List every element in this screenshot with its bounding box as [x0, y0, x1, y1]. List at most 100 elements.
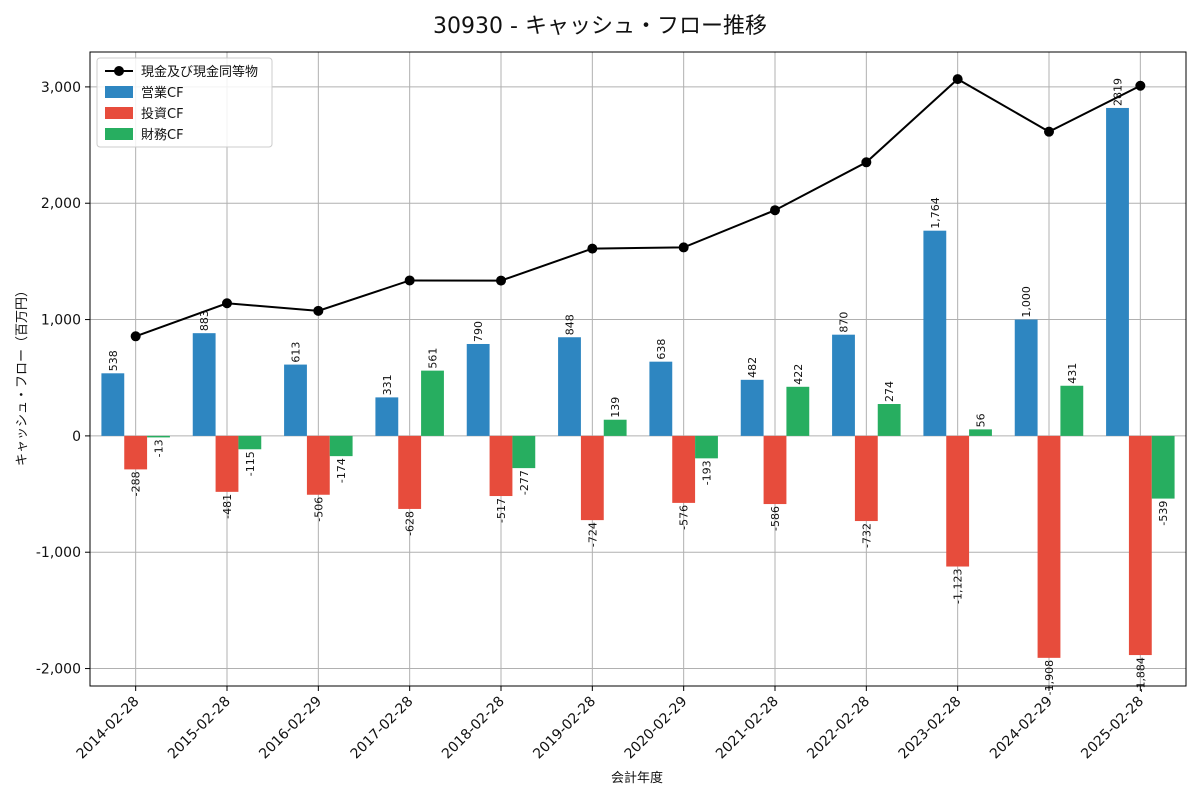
legend-bar-swatch	[105, 128, 133, 140]
cash-balance-point-2014-02-28	[130, 331, 141, 342]
bar-value-label: -586	[769, 506, 782, 531]
bar-value-label: -1,884	[1134, 657, 1147, 692]
bar-value-label: 613	[290, 342, 303, 363]
bar-投資CF-2021-02-28	[763, 435, 787, 505]
bar-財務CF-2023-02-28	[969, 429, 992, 436]
bar-value-label: 422	[792, 364, 805, 385]
bar-営業CF-2021-02-28	[740, 379, 764, 436]
cash-balance-point-2025-02-28	[1135, 80, 1146, 91]
legend-marker	[114, 66, 124, 76]
bar-value-label: 482	[746, 357, 759, 378]
x-axis-label: 会計年度	[611, 770, 663, 786]
cash-balance-point-2018-02-28	[496, 275, 506, 286]
bar-投資CF-2014-02-28	[124, 435, 148, 470]
bar-財務CF-2024-02-29	[1060, 385, 1084, 436]
x-tick-label: 2021-02-28	[713, 694, 782, 763]
bar-value-label: 848	[564, 314, 577, 335]
bar-value-label: 638	[655, 339, 668, 360]
bar-value-label: 561	[427, 348, 440, 369]
cash-balance-point-2024-02-29	[1044, 126, 1054, 137]
bar-value-label: 1,000	[1020, 286, 1033, 318]
y-tick-label: -1,000	[36, 545, 81, 561]
bar-value-label: -724	[586, 522, 599, 547]
bar-value-label: -277	[518, 470, 531, 495]
cash-balance-point-2022-02-28	[861, 157, 872, 168]
bar-value-label: -193	[701, 460, 714, 485]
bar-営業CF-2024-02-29	[1014, 319, 1038, 436]
cash-balance-point-2021-02-28	[770, 205, 780, 216]
bar-value-label: 790	[472, 321, 485, 342]
bar-value-label: 870	[838, 312, 851, 333]
bar-営業CF-2015-02-28	[192, 333, 216, 436]
bar-投資CF-2018-02-28	[489, 435, 513, 497]
bar-投資CF-2025-02-28	[1128, 435, 1152, 656]
bar-財務CF-2014-02-28	[147, 435, 170, 438]
bar-営業CF-2014-02-28	[101, 373, 125, 436]
bar-value-label: 274	[883, 381, 896, 402]
bar-財務CF-2025-02-28	[1151, 435, 1175, 499]
chart-title: 30930 - キャッシュ・フロー推移	[433, 14, 767, 39]
bar-value-label: -1,123	[952, 569, 965, 604]
bar-財務CF-2017-02-28	[421, 370, 444, 436]
x-tick-label: 2017-02-28	[348, 694, 417, 763]
bar-財務CF-2021-02-28	[786, 386, 810, 436]
legend-bar-swatch	[105, 86, 133, 98]
legend-entry: 投資CF	[141, 106, 184, 122]
bar-value-label: 331	[381, 374, 394, 395]
bar-投資CF-2019-02-28	[580, 435, 604, 521]
bar-value-label: 538	[107, 350, 120, 371]
legend-bar-swatch	[105, 107, 133, 119]
cash-balance-point-2015-02-28	[222, 298, 232, 309]
bar-投資CF-2023-02-28	[946, 435, 970, 567]
y-tick-label: 2,000	[41, 196, 81, 212]
bar-投資CF-2017-02-28	[398, 435, 422, 509]
bar-財務CF-2016-02-29	[329, 435, 353, 457]
bar-財務CF-2019-02-28	[603, 419, 627, 436]
bar-value-label: 431	[1066, 363, 1079, 384]
cash-balance-point-2016-02-29	[313, 305, 324, 316]
bar-value-label: -506	[312, 497, 325, 522]
bar-財務CF-2022-02-28	[877, 404, 901, 436]
bar-value-label: 883	[198, 310, 211, 331]
bar-投資CF-2022-02-28	[854, 435, 878, 522]
bar-財務CF-2015-02-28	[238, 435, 262, 450]
x-tick-label: 2020-02-29	[622, 694, 691, 763]
legend-entry: 現金及び現金同等物	[141, 64, 258, 80]
cash-balance-point-2017-02-28	[404, 275, 415, 286]
bar-value-label: -13	[153, 439, 166, 457]
cash-balance-point-2019-02-28	[587, 243, 598, 254]
x-tick-label: 2022-02-28	[804, 694, 873, 763]
bar-value-label: -517	[495, 498, 508, 523]
bar-営業CF-2023-02-28	[923, 230, 947, 436]
x-tick-label: 2014-02-28	[74, 694, 143, 763]
y-tick-label: -2,000	[36, 662, 81, 678]
bar-value-label: -732	[860, 523, 873, 548]
x-tick-label: 2019-02-28	[530, 694, 599, 763]
bar-value-label: -288	[130, 471, 143, 496]
legend-entry: 財務CF	[141, 128, 184, 143]
bars-layer	[101, 107, 1175, 658]
x-tick-label: 2016-02-29	[256, 694, 325, 763]
x-tick-label: 2024-02-29	[987, 694, 1056, 763]
x-tick-label: 2025-02-28	[1078, 694, 1147, 763]
bar-value-label: -174	[335, 458, 348, 483]
bar-labels-layer: 538 883 613 331 790 848 638 482 870 1,764 1,000 281…	[107, 78, 1170, 695]
legend-box	[96, 57, 273, 148]
bar-value-label: 1,764	[929, 197, 942, 229]
y-tick-label: 3,000	[41, 80, 81, 96]
bar-投資CF-2016-02-29	[306, 435, 330, 495]
bar-投資CF-2020-02-29	[672, 435, 696, 503]
bar-value-label: -115	[244, 451, 257, 476]
bar-営業CF-2025-02-28	[1106, 107, 1129, 436]
cash-balance-line	[135, 77, 1141, 338]
y-tick-label: 0	[72, 429, 81, 445]
bar-value-label: -576	[678, 505, 691, 530]
bar-value-label: 56	[975, 413, 988, 427]
y-axis-label: キャッシュ・フロー（百万円）	[15, 284, 30, 466]
bar-投資CF-2015-02-28	[215, 435, 239, 492]
plot-frame	[89, 51, 1187, 687]
bar-value-label: 2819	[1112, 78, 1125, 106]
x-tick-label: 2023-02-28	[896, 694, 965, 763]
cash-balance-point-2020-02-29	[678, 242, 689, 253]
